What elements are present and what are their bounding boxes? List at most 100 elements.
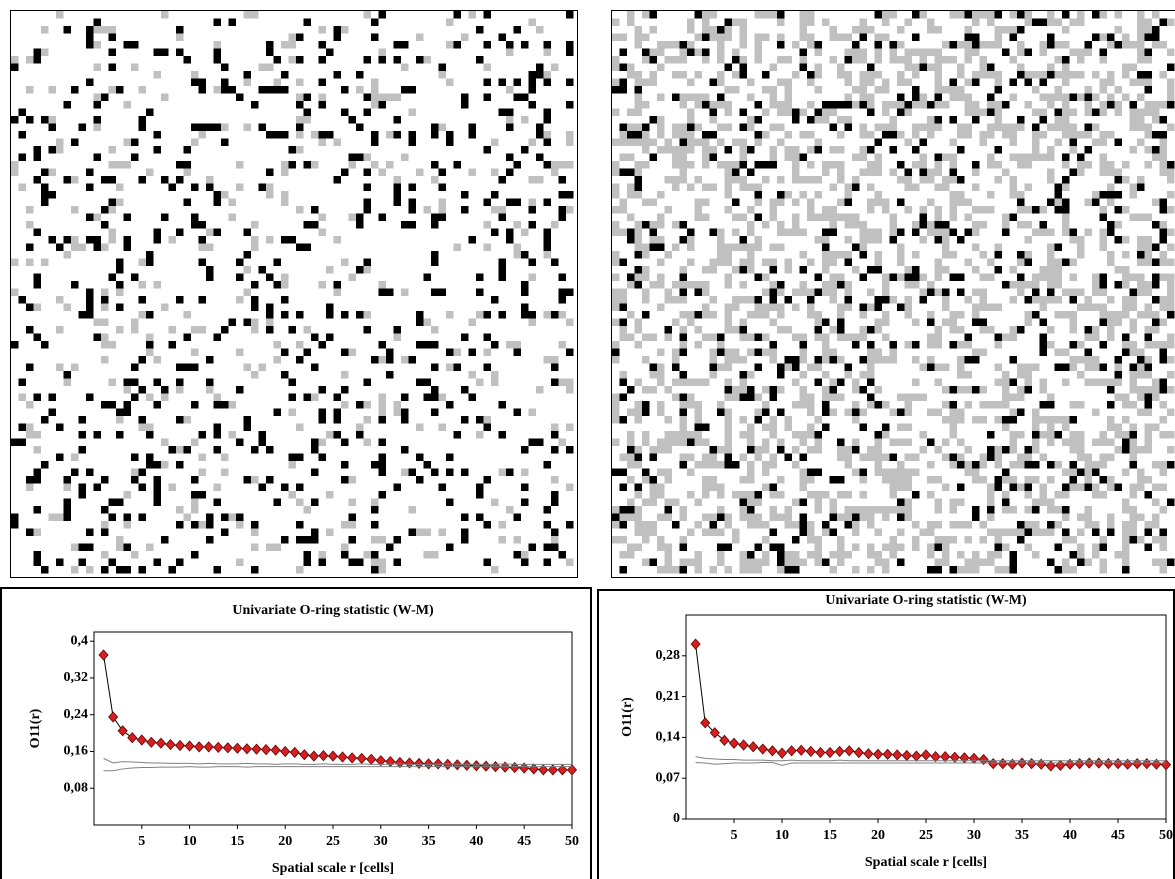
map-cell [1040,484,1048,492]
map-cell [747,311,755,319]
map-cell [11,56,19,64]
map-cell [815,379,823,387]
map-cell [364,439,372,447]
map-cell [665,146,673,154]
map-cell [559,289,567,297]
map-cell [311,206,319,214]
map-cell [409,506,417,514]
map-cell [1115,206,1123,214]
map-cell [1137,34,1145,42]
map-cell [296,124,304,132]
map-cell [770,394,778,402]
map-cell [942,41,950,49]
map-cell [514,341,522,349]
map-cell [770,484,778,492]
map-cell [506,116,514,124]
map-cell [11,341,19,349]
map-cell [116,431,124,439]
map-cell [965,56,973,64]
map-cell [612,34,620,42]
map-cell [221,469,229,477]
map-cell [830,499,838,507]
map-cell [1077,236,1085,244]
map-cell [875,506,883,514]
map-cell [1017,529,1025,537]
map-cell [371,34,379,42]
map-cell [957,199,965,207]
map-cell [980,64,988,72]
map-cell [755,559,763,567]
map-cell [740,139,748,147]
map-cell [356,124,364,132]
map-cell [184,416,192,424]
map-cell [1152,311,1160,319]
map-cell [657,349,665,357]
map-cell [281,236,289,244]
map-cell [79,431,87,439]
map-cell [845,461,853,469]
map-cell [830,101,838,109]
map-cell [356,214,364,222]
map-cell [206,386,214,394]
plot-area [94,632,572,825]
map-cell [792,116,800,124]
map-cell [620,506,628,514]
map-cell [1025,544,1033,552]
map-cell [867,364,875,372]
map-cell [1130,116,1138,124]
map-cell [755,274,763,282]
map-cell [184,161,192,169]
map-cell [800,49,808,57]
map-cell [687,439,695,447]
map-cell [890,491,898,499]
map-cell [837,199,845,207]
map-cell [1077,19,1085,27]
map-cell [334,176,342,184]
map-cell [867,131,875,139]
map-cell [732,214,740,222]
map-cell [139,116,147,124]
map-cell [627,439,635,447]
map-cell [957,566,965,574]
map-cell [139,514,147,522]
map-cell [139,424,147,432]
map-cell [980,521,988,529]
map-cell [1032,499,1040,507]
map-cell [725,206,733,214]
map-cell [506,341,514,349]
map-cell [807,146,815,154]
map-cell [725,454,733,462]
map-cell [890,131,898,139]
map-cell [837,146,845,154]
map-cell [431,131,439,139]
map-cell [11,521,19,529]
map-cell [251,236,259,244]
map-cell [1115,431,1123,439]
map-cell [995,416,1003,424]
map-cell [807,19,815,27]
map-cell [965,49,973,57]
map-cell [680,281,688,289]
map-cell [1152,536,1160,544]
map-cell [551,424,559,432]
map-cell [747,251,755,259]
map-cell [1055,281,1063,289]
map-cell [710,266,718,274]
map-cell [770,431,778,439]
map-cell [770,454,778,462]
map-cell [34,229,42,237]
map-cell [71,236,79,244]
map-cell [1100,454,1108,462]
map-cell [860,94,868,102]
map-cell [770,259,778,267]
map-cell [1070,236,1078,244]
map-cell [86,566,94,574]
map-cell [394,41,402,49]
map-cell [830,221,838,229]
map-cell [109,146,117,154]
map-cell [26,221,34,229]
map-cell [1152,221,1160,229]
map-cell [717,236,725,244]
map-cell [446,79,454,87]
map-cell [800,521,808,529]
